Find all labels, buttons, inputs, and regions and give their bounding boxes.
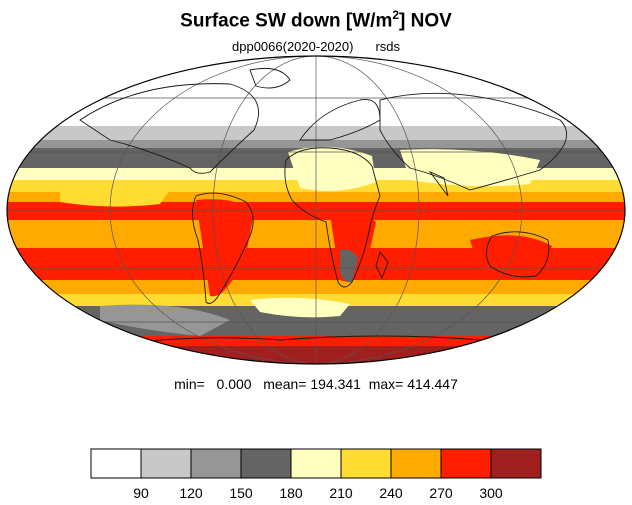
africa-dark [340, 249, 358, 283]
colorbar-tick-label: 300 [479, 485, 503, 501]
coast-india [428, 170, 449, 197]
southern-yellow-lobe [250, 297, 350, 318]
colorbar-box [340, 448, 392, 479]
variable-label: rsds [375, 39, 400, 54]
colorbar-tick-label: 90 [133, 485, 149, 501]
colorbar-tick-label: 120 [179, 485, 203, 501]
min-value: 0.000 [216, 376, 252, 392]
chart-title: Surface SW down [W/m2] NOV [180, 8, 452, 32]
colorbar-box [190, 448, 242, 479]
pacific-gold [60, 181, 170, 207]
colorbar-box [390, 448, 442, 479]
colorbar-box [240, 448, 292, 479]
mean-value: 194.341 [310, 376, 361, 392]
coast-south-america [192, 192, 254, 304]
southern-gray-lobe [100, 304, 230, 336]
sahara-patch [288, 146, 376, 191]
colorbar-box [290, 448, 342, 479]
max-value: 414.447 [407, 376, 458, 392]
coast-greenland [249, 67, 291, 89]
experiment-label: dpp0066(2020-2020) [232, 39, 354, 54]
graticule-meridian-60 [212, 56, 420, 364]
graticule-meridian-120 [109, 56, 523, 364]
statistics-line: min= 0.000 mean= 194.341 max= 414.447 [174, 376, 458, 392]
map-border [6, 55, 626, 365]
colorbar-tick-label: 180 [279, 485, 303, 501]
colorbar-box [140, 448, 192, 479]
asia-yellow [400, 149, 540, 187]
australia-red [470, 235, 552, 279]
coast-asia [379, 92, 568, 191]
chart-subtitle: dpp0066(2020-2020) rsds [0, 39, 632, 54]
colorbar-tick-label: 270 [429, 485, 453, 501]
south-america-red [196, 199, 254, 297]
coast-north-america [79, 83, 259, 174]
colorbar-box [440, 448, 492, 479]
mollweide-map [6, 55, 626, 365]
coast-africa [284, 147, 381, 288]
colorbar-box [90, 448, 142, 479]
colorbar-tick-label: 240 [379, 485, 403, 501]
colorbar-tick-label: 150 [229, 485, 253, 501]
coast-europe [299, 98, 381, 141]
coast-australia [486, 231, 550, 278]
coast-madagascar [375, 251, 389, 280]
colorbar-tick-label: 210 [329, 485, 353, 501]
colorbar-box [490, 448, 542, 479]
